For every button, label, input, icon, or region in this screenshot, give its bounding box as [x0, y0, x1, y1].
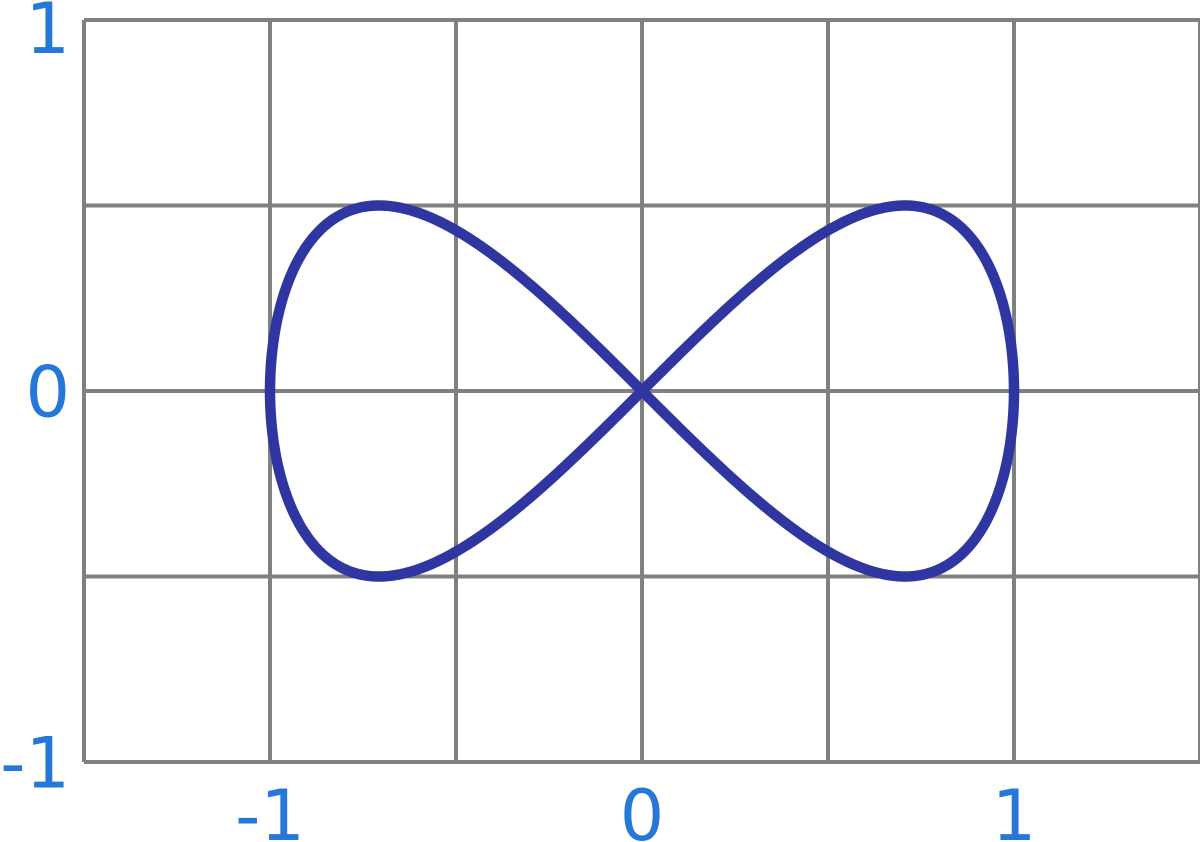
lemniscate-curve: [264, 200, 1020, 582]
y-axis-tick-labels: 1 0 -1: [0, 0, 70, 805]
x-axis-tick-labels: -1 0 1: [235, 775, 1036, 842]
y-tick-label: 0: [25, 352, 70, 434]
x-tick-label: 0: [620, 775, 665, 842]
y-tick-label: 1: [25, 0, 70, 70]
x-tick-label: -1: [235, 775, 305, 842]
curve-layer: [264, 200, 1020, 582]
x-tick-label: 1: [992, 775, 1037, 842]
y-tick-label: -1: [0, 723, 70, 805]
